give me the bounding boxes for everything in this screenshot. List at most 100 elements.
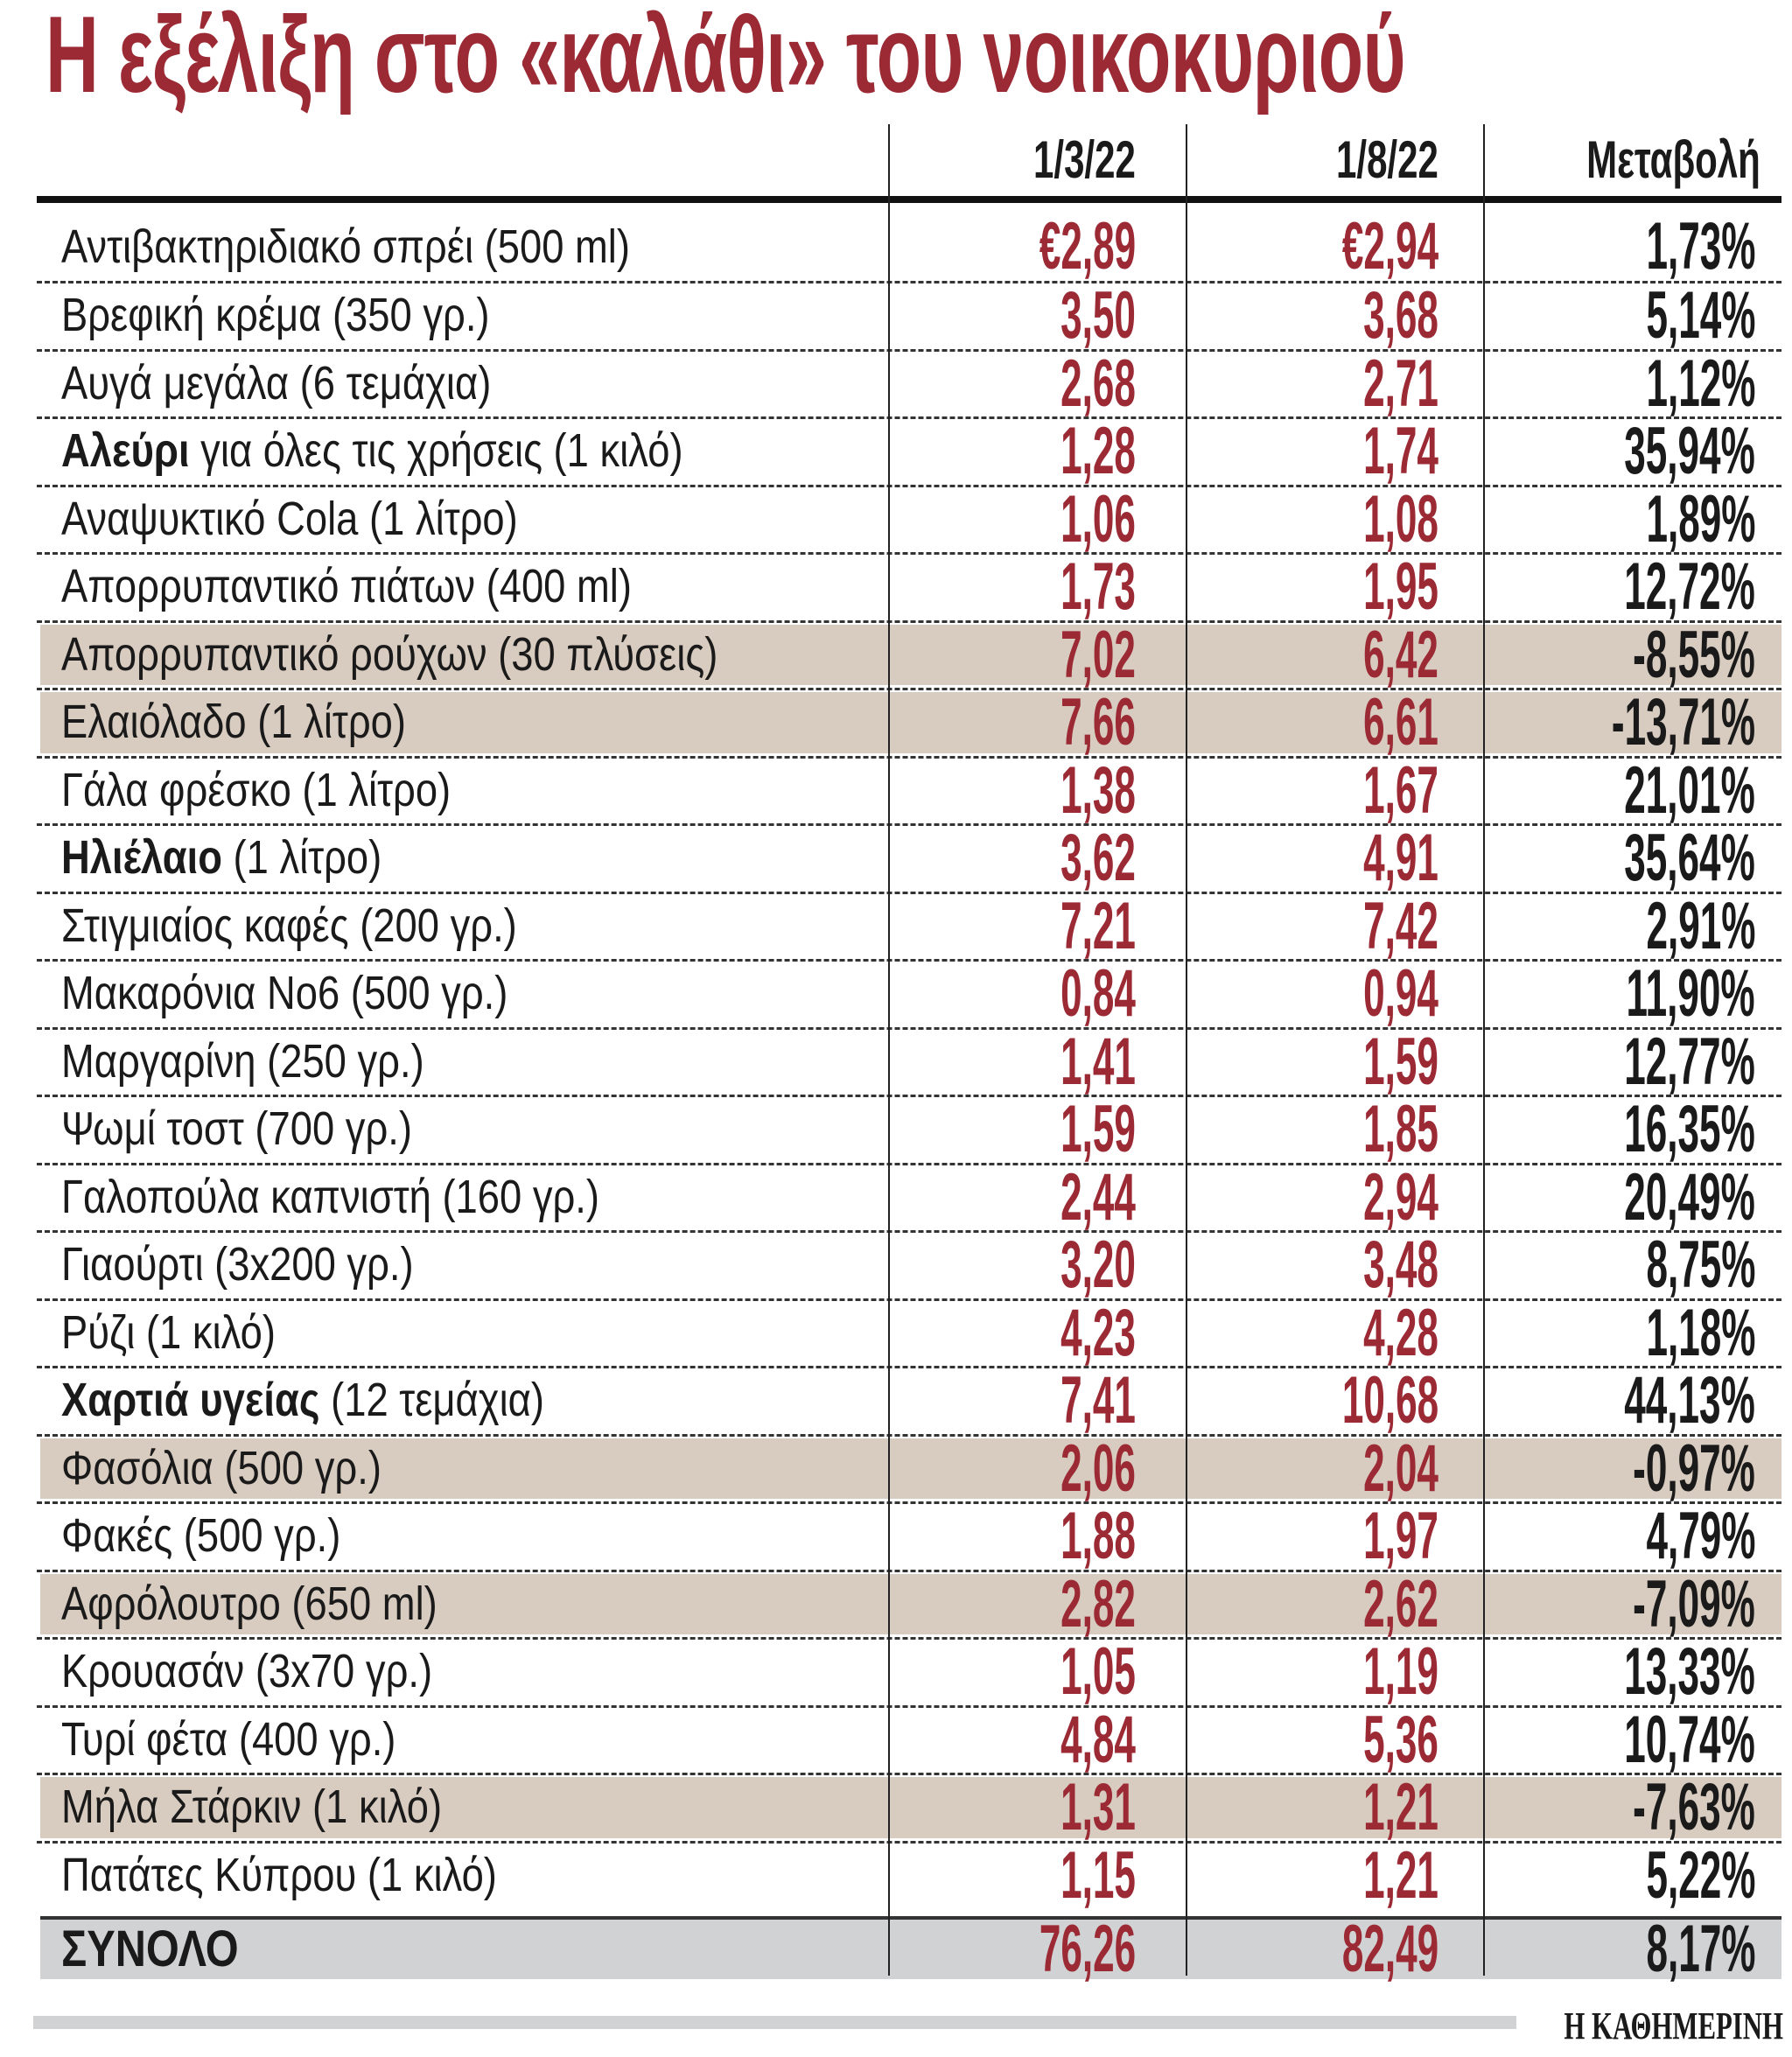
item-label: Αντιβακτηριδιακό σπρέι (500 ml) bbox=[61, 203, 738, 282]
price-change: 16,35% bbox=[1624, 1092, 1755, 1166]
total-value-2: 82,49 bbox=[1341, 1912, 1438, 1986]
item-label-text: Φακές (500 γρ.) bbox=[61, 1509, 341, 1562]
item-label: Ψωμί τοστ (700 γρ.) bbox=[61, 1095, 479, 1164]
item-label-text: Στιγμιαίος καφές (200 γρ.) bbox=[61, 899, 517, 952]
item-label-text: Γαλοπούλα καπνιστή (160 γρ.) bbox=[61, 1170, 600, 1223]
table-row: Γιαούρτι (3x200 γρ.) 3,20 3,48 8,75% bbox=[37, 1228, 1782, 1302]
item-label-text: Μήλα Στάρκιν (1 κιλό) bbox=[61, 1781, 443, 1833]
price-date1: 2,68 bbox=[1060, 346, 1136, 421]
item-label-text: Ρύζι (1 κιλό) bbox=[61, 1305, 276, 1359]
item-label: Γιαούρτι (3x200 γρ.) bbox=[61, 1231, 480, 1299]
item-label: Αυγά μεγάλα (6 τεμάχια) bbox=[61, 350, 573, 418]
table-row: Αλεύρι για όλες τις χρήσεις (1 κιλό) 1,28… bbox=[37, 414, 1782, 488]
price-change: 11,90% bbox=[1626, 956, 1755, 1031]
item-label-text: (12 τεμάχια) bbox=[319, 1374, 544, 1426]
item-label-text: Μαργαρίνη (250 γρ.) bbox=[61, 1034, 424, 1088]
price-date1: 7,66 bbox=[1060, 685, 1136, 759]
table-row: Απορρυπαντικό πιάτων (400 ml) 1,73 1,95 12,… bbox=[37, 549, 1782, 624]
column-header-change: Μεταβολή bbox=[1586, 130, 1760, 189]
item-label-text: Κρουασάν (3x70 γρ.) bbox=[61, 1645, 433, 1697]
item-label-text: Φασόλια (500 γρ.) bbox=[61, 1441, 382, 1494]
row-separator bbox=[37, 1298, 1782, 1301]
price-date1: 1,31 bbox=[1060, 1770, 1136, 1844]
price-date1: 1,28 bbox=[1060, 414, 1136, 488]
item-label: Αναψυκτικό Cola (1 λίτρο) bbox=[61, 486, 605, 554]
row-separator bbox=[37, 1162, 1782, 1165]
price-date1: 2,06 bbox=[1060, 1431, 1136, 1506]
price-date1: 1,41 bbox=[1060, 1024, 1136, 1099]
price-date2: 1,08 bbox=[1363, 481, 1438, 556]
row-separator bbox=[37, 1704, 1782, 1708]
price-change: -7,63% bbox=[1633, 1770, 1755, 1844]
row-separator bbox=[37, 1569, 1782, 1572]
price-change: 5,14% bbox=[1646, 278, 1755, 353]
row-separator bbox=[37, 281, 1782, 283]
table-row: Γάλα φρέσκο (1 λίτρο) 1,38 1,67 21,01% bbox=[37, 752, 1782, 828]
item-label-text: Αφρόλουτρο (650 ml) bbox=[61, 1577, 438, 1630]
price-date2: 2,71 bbox=[1363, 346, 1438, 421]
column-divider bbox=[1186, 124, 1187, 1976]
publisher-logo: Η ΚΑΘΗΜΕΡΙΝΗ bbox=[1564, 2005, 1783, 2047]
price-date1: 1,05 bbox=[1060, 1634, 1136, 1709]
row-highlight bbox=[40, 1573, 1782, 1634]
row-separator bbox=[37, 1840, 1782, 1844]
table-row: Ηλιέλαιο (1 λίτρο) 3,62 4,91 35,64% bbox=[37, 821, 1782, 895]
row-highlight bbox=[40, 1777, 1782, 1838]
column-header-date1: 1/3/22 bbox=[1033, 130, 1136, 189]
price-date1: 2,44 bbox=[1060, 1159, 1136, 1235]
price-date2: 1,59 bbox=[1363, 1024, 1438, 1099]
item-label-text: (1 λίτρο) bbox=[221, 831, 382, 884]
total-value-1: 76,26 bbox=[1039, 1912, 1136, 1986]
table-row: Μήλα Στάρκιν (1 κιλό) 1,31 1,21 -7,63% bbox=[37, 1770, 1782, 1844]
price-date1: 1,88 bbox=[1060, 1499, 1136, 1573]
price-date2: €2,94 bbox=[1341, 209, 1438, 283]
item-label-text: για όλες τις χρήσεις (1 κιλό) bbox=[189, 424, 683, 477]
row-separator bbox=[37, 484, 1782, 487]
price-change: 21,01% bbox=[1624, 752, 1755, 828]
price-date2: 6,61 bbox=[1363, 685, 1438, 759]
table-row: Πατάτες Κύπρου (1 κιλό) 1,15 1,21 5,22% bbox=[37, 1837, 1782, 1913]
item-label: Φακές (500 γρ.) bbox=[61, 1502, 394, 1571]
price-change: 1,12% bbox=[1646, 346, 1755, 421]
row-separator bbox=[37, 891, 1782, 894]
price-change: 2,91% bbox=[1646, 888, 1755, 963]
price-date1: 1,38 bbox=[1060, 752, 1136, 828]
price-date2: 3,68 bbox=[1363, 278, 1438, 353]
price-date2: 3,48 bbox=[1363, 1228, 1438, 1302]
row-separator bbox=[37, 1637, 1782, 1640]
price-date2: 1,97 bbox=[1363, 1499, 1438, 1573]
column-header-date2: 1/8/22 bbox=[1336, 130, 1438, 189]
item-label-bold: Ηλιέλαιο bbox=[61, 831, 222, 884]
table-row: Απορρυπαντικό ρούχων (30 πλύσεις) 7,02 6,4… bbox=[37, 617, 1782, 692]
item-label-text: Ψωμί τοστ (700 γρ.) bbox=[61, 1102, 413, 1155]
item-label-text: Πατάτες Κύπρου (1 κιλό) bbox=[61, 1848, 497, 1901]
price-date1: €2,89 bbox=[1039, 209, 1136, 283]
footer-bar bbox=[33, 2016, 1516, 2029]
item-label-text: Απορρυπαντικό πιάτων (400 ml) bbox=[61, 560, 632, 612]
price-date1: 4,23 bbox=[1060, 1295, 1136, 1370]
item-label: Απορρυπαντικό πιάτων (400 ml) bbox=[61, 553, 740, 621]
price-date2: 1,67 bbox=[1363, 752, 1438, 828]
price-change: 12,77% bbox=[1624, 1024, 1755, 1099]
price-date2: 4,28 bbox=[1363, 1295, 1438, 1370]
price-change: 8,75% bbox=[1646, 1228, 1755, 1302]
item-label: Χαρτιά υγείας (12 τεμάχια) bbox=[61, 1367, 636, 1435]
item-label-text: Αυγά μεγάλα (6 τεμάχια) bbox=[61, 356, 492, 409]
row-separator bbox=[37, 619, 1782, 623]
price-change: 35,94% bbox=[1624, 414, 1755, 488]
table-row: Χαρτιά υγείας (12 τεμάχια) 7,41 10,68 44,13… bbox=[37, 1367, 1782, 1437]
price-date2: 4,91 bbox=[1363, 821, 1438, 895]
price-change: 4,79% bbox=[1646, 1499, 1755, 1573]
price-change: 13,33% bbox=[1624, 1634, 1755, 1709]
item-label: Γαλοπούλα καπνιστή (160 γρ.) bbox=[61, 1164, 702, 1232]
item-label: Αφρόλουτρο (650 ml) bbox=[61, 1571, 509, 1639]
item-label: Μήλα Στάρκιν (1 κιλό) bbox=[61, 1774, 514, 1842]
row-separator bbox=[37, 1773, 1782, 1775]
price-change: 5,22% bbox=[1646, 1837, 1755, 1913]
header-divider bbox=[37, 196, 1782, 203]
price-date2: 1,95 bbox=[1363, 549, 1438, 624]
item-label: Ρύζι (1 κιλό) bbox=[61, 1299, 317, 1368]
price-date2: 6,42 bbox=[1363, 617, 1438, 692]
price-date1: 1,73 bbox=[1060, 549, 1136, 624]
total-label: ΣΥΝΟΛΟ bbox=[61, 1921, 239, 1977]
